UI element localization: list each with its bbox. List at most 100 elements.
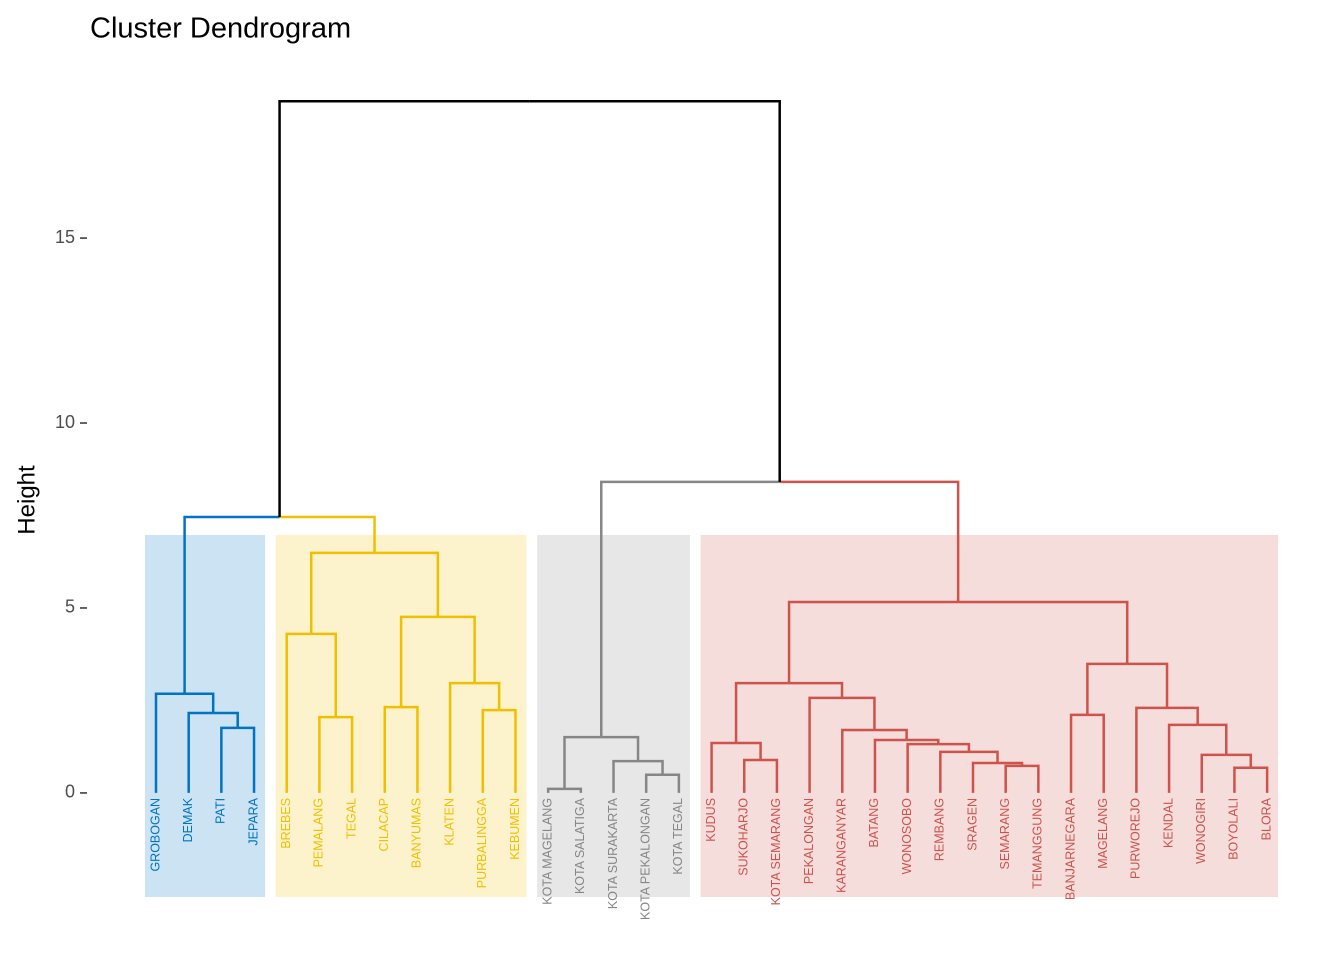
dendrogram-link [958,600,1129,664]
dendrogram-link [612,759,639,793]
leaf-label: BATANG [867,798,881,848]
dendrogram-link [154,692,185,793]
dendrogram-link [789,681,844,698]
dendrogram-link [1069,713,1088,793]
cluster-rect [700,535,1279,897]
dendrogram-link [383,705,402,793]
cluster-rect [145,535,266,897]
dendrogram-link [971,761,998,793]
dendrogram-link [662,773,681,793]
y-tick-label: 10 [55,412,75,432]
dendrogram-link [318,715,336,793]
dendrogram-link [529,99,781,482]
dendrogram-link [401,705,419,793]
dendrogram-link [448,681,475,793]
dendrogram-link [842,696,876,731]
dendrogram-link [1233,766,1251,793]
dendrogram-link [779,480,960,603]
dendrogram-link [237,726,256,793]
y-axis-label: Height [13,465,40,535]
leaf-label: BANYUMAS [410,798,424,868]
dendrogram-link [1167,723,1198,793]
dendrogram-link [1087,713,1105,793]
dendrogram-link [499,708,517,793]
dendrogram-link [1135,706,1168,793]
dendrogram-link [787,600,959,684]
leaf-label: BANJARNEGARA [1063,797,1077,900]
dendrogram-link [760,758,779,793]
dendrogram-link [399,615,438,708]
leaf-label: KOTA MAGELANG [540,798,554,905]
dendrogram-link [644,773,663,793]
dendrogram-link [939,750,969,793]
dendrogram-link [437,615,476,684]
leaf-label: KOTA SURAKARTA [606,797,620,909]
dendrogram-link [564,787,583,793]
chart-title: Cluster Dendrogram [90,13,351,45]
leaf-label: MAGELANG [1096,798,1110,869]
leaf-label: BOYOLALI [1227,798,1241,860]
dendrogram-link [601,735,640,762]
leaf-label: GROBOGAN [148,798,162,872]
dendrogram-link [1200,753,1227,793]
dendrogram-link [906,742,939,793]
leaf-label: PURWOREJO [1129,798,1143,879]
leaf-label: KOTA TEGAL [671,798,685,875]
dendrogram-link [734,681,790,743]
dendrogram-link [1226,753,1253,768]
dendrogram-link [220,726,238,793]
leaf-label: BLORA [1259,797,1273,840]
dendrogram-link [213,711,239,728]
dendrogram-link [736,741,762,761]
dendrogram-link [1197,723,1228,755]
y-tick-label: 15 [55,227,75,247]
leaf-label: KOTA SEMARANG [769,798,783,905]
dendrogram-link [968,750,999,763]
dendrogram-link [1250,766,1269,793]
dendrogram-link [285,632,312,793]
leaf-label: KLATEN [442,798,456,846]
leaf-label: JEPARA [246,797,260,845]
dendrogram-link [183,515,280,694]
dendrogram-link [1022,764,1040,793]
y-tick-label: 5 [65,597,75,617]
dendrogram-link [187,711,214,793]
dendrogram-link [874,728,908,741]
leaf-label: PATI [214,798,228,824]
dendrogram-link [474,681,501,711]
dendrogram-link [278,99,530,517]
leaf-label: BREBES [279,798,293,849]
dendrogram-link [184,692,215,714]
leaf-label: CILACAP [377,798,391,852]
dendrogram-link [938,742,971,752]
leaf-label: SRAGEN [965,798,979,851]
dendrogram-link [906,738,940,745]
leaf-label: KOTA PEKALONGAN [638,798,652,920]
dendrogram-link [311,632,337,718]
rects [145,535,1279,897]
dendrogram-link [309,551,375,634]
dendrogram-link [546,787,565,793]
leaf-label: SEMARANG [998,798,1012,870]
leaf-label: KARANGANYAR [835,798,849,893]
leaf-label: KOTA SALATIGA [573,797,587,894]
leaf-label: PEMALANG [312,798,326,867]
cluster-rect [537,535,690,897]
dendrogram-link [563,735,602,789]
dendrogram-link [374,551,440,617]
dendrogram-link [481,708,500,793]
dendrogram-link [1004,764,1023,793]
dendrogram-link [1127,662,1169,708]
axis: 0 5 10 15 [55,227,87,802]
leaf-label: SUKOHARJO [737,798,751,876]
dendrogram-link [742,758,761,793]
dendrogram-link [997,761,1024,766]
dendrogram-link [710,741,737,793]
leaf-label: DEMAK [181,797,195,842]
leaf-label: PURBALINGGA [475,797,489,888]
leaf-label: WONOSOBO [900,798,914,875]
dendrogram-link [1086,662,1128,715]
dendrogram-link [638,759,664,775]
leaf-label: TEGAL [344,798,358,839]
